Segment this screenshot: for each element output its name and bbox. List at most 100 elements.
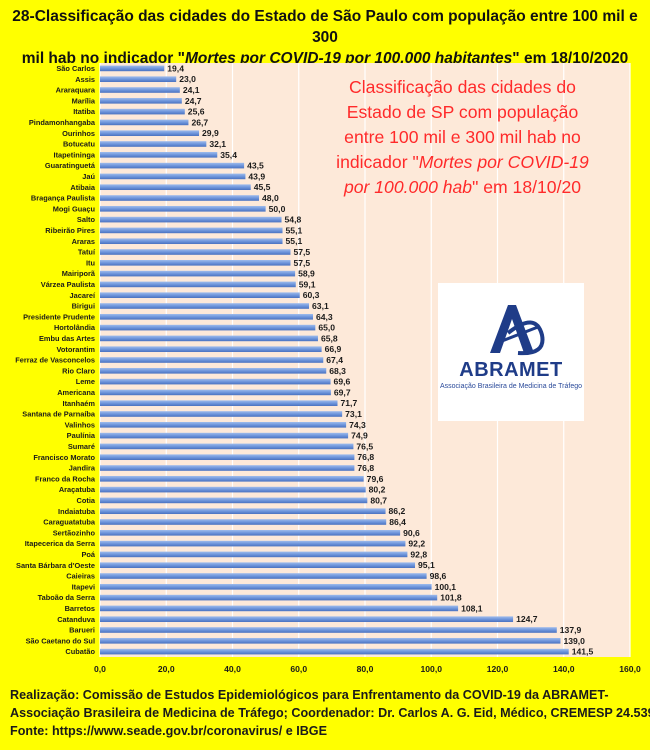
abramet-emblem-icon — [490, 305, 545, 356]
bar — [100, 616, 514, 623]
bar — [100, 65, 165, 72]
category-label: Santa Bárbara d'Oeste — [16, 561, 95, 570]
bar — [100, 378, 331, 385]
value-label: 63,1 — [312, 301, 329, 311]
category-label: Assis — [75, 75, 95, 84]
value-label: 80,2 — [369, 485, 386, 495]
category-label: Itapevi — [72, 582, 95, 591]
title-line-1: 28-Classificação das cidades do Estado d… — [12, 8, 638, 46]
category-label: Mairiporã — [62, 269, 96, 278]
value-label: 55,1 — [286, 236, 303, 246]
bar — [100, 605, 459, 612]
footer-line-1: Realização: Comissão de Estudos Epidemio… — [10, 688, 609, 702]
category-label: Leme — [76, 377, 95, 386]
category-label: Birigui — [72, 302, 95, 311]
category-label: Sumaré — [68, 442, 95, 451]
bar — [100, 519, 387, 525]
category-label: Atibaia — [70, 183, 96, 192]
category-label: Jaú — [82, 172, 95, 181]
category-label: Bragança Paulista — [31, 194, 96, 203]
category-label: Hortolândia — [54, 323, 96, 332]
category-label: Valinhos — [65, 420, 95, 429]
footer-credits: Realização: Comissão de Estudos Epidemio… — [10, 686, 650, 740]
value-label: 76,5 — [356, 441, 373, 451]
bar — [100, 648, 569, 655]
value-label: 23,0 — [179, 74, 196, 84]
category-label: Jacareí — [70, 291, 96, 300]
logo-subtitle: Associação Brasileira de Medicina de Trá… — [439, 383, 583, 390]
annotation-line-5-post: " em 18/10/20 — [472, 177, 582, 197]
bar — [100, 443, 354, 450]
category-label: Cubatão — [65, 647, 95, 656]
value-label: 25,6 — [188, 107, 205, 117]
value-label: 90,6 — [403, 528, 420, 538]
annotation-line-2: Estado de SP com população — [346, 102, 579, 122]
bar — [100, 508, 386, 515]
bar — [100, 216, 282, 223]
bar — [100, 76, 177, 83]
value-label: 139,0 — [563, 636, 585, 646]
x-tick-label: 80,0 — [357, 664, 374, 674]
annotation-line-4-italic: Mortes por COVID-19 — [418, 152, 589, 172]
bar — [100, 529, 401, 536]
category-label: Jandira — [69, 464, 96, 473]
bar — [100, 303, 310, 309]
bar — [100, 249, 291, 255]
value-label: 32,1 — [209, 139, 226, 149]
value-label: 86,2 — [389, 506, 406, 516]
bar — [100, 141, 207, 147]
annotation-line-5: por 100.000 hab" em 18/10/20 — [300, 175, 625, 200]
logo-name: ABRAMET — [459, 359, 563, 381]
category-label: Barueri — [69, 626, 95, 635]
category-label: Itu — [86, 258, 96, 267]
category-label: Cotia — [77, 496, 96, 505]
value-label: 26,7 — [191, 117, 208, 127]
value-label: 55,1 — [286, 225, 303, 235]
value-label: 65,8 — [321, 333, 338, 343]
bar — [100, 292, 300, 299]
x-tick-label: 160,0 — [619, 664, 641, 674]
bar — [100, 583, 432, 590]
category-label: Paulínia — [67, 431, 96, 440]
bar — [100, 324, 316, 331]
value-label: 76,8 — [357, 463, 374, 473]
bar — [100, 432, 349, 439]
bar — [100, 151, 218, 158]
bar — [100, 119, 189, 126]
bar — [100, 367, 327, 374]
category-label: Santana de Parnaíba — [22, 410, 96, 419]
value-label: 124,7 — [516, 614, 538, 624]
value-label: 58,9 — [298, 269, 315, 279]
bar — [100, 346, 322, 353]
bar — [100, 195, 259, 201]
value-label: 86,4 — [389, 517, 406, 527]
category-label: Presidente Prudente — [23, 312, 95, 321]
x-tick-label: 20,0 — [158, 664, 175, 674]
category-label: São Carlos — [56, 64, 95, 73]
category-label: Americana — [57, 388, 96, 397]
value-label: 29,9 — [202, 128, 219, 138]
bar — [100, 465, 355, 471]
annotation-line-4: indicador "Mortes por COVID-19 — [300, 150, 625, 175]
bar — [100, 627, 557, 633]
category-label: Ourinhos — [62, 129, 95, 138]
annotation-line-1: Classificação das cidades do — [349, 77, 576, 97]
bar — [100, 389, 331, 396]
bar — [100, 238, 283, 245]
bars — [100, 65, 569, 655]
category-label: Itanhaém — [63, 399, 96, 408]
category-label: Votorantim — [57, 345, 96, 354]
title-line-2-pre: mil hab no indicador " — [21, 50, 185, 67]
value-label: 67,4 — [326, 355, 343, 365]
value-label: 76,8 — [357, 452, 374, 462]
x-tick-labels: 0,0 20,0 40,0 60,0 80,0 100,0 120,0 140,0 160,0 — [94, 664, 641, 674]
category-label: Rio Claro — [62, 366, 95, 375]
value-label: 45,5 — [254, 182, 271, 192]
abramet-logo: ABRAMET Associação Brasileira de Medicin… — [438, 283, 584, 421]
category-label: Caraguatatuba — [43, 518, 96, 527]
value-label: 19,4 — [167, 63, 184, 73]
value-label: 98,6 — [430, 571, 447, 581]
annotation-line-3: entre 100 mil e 300 mil hab no — [344, 127, 581, 147]
